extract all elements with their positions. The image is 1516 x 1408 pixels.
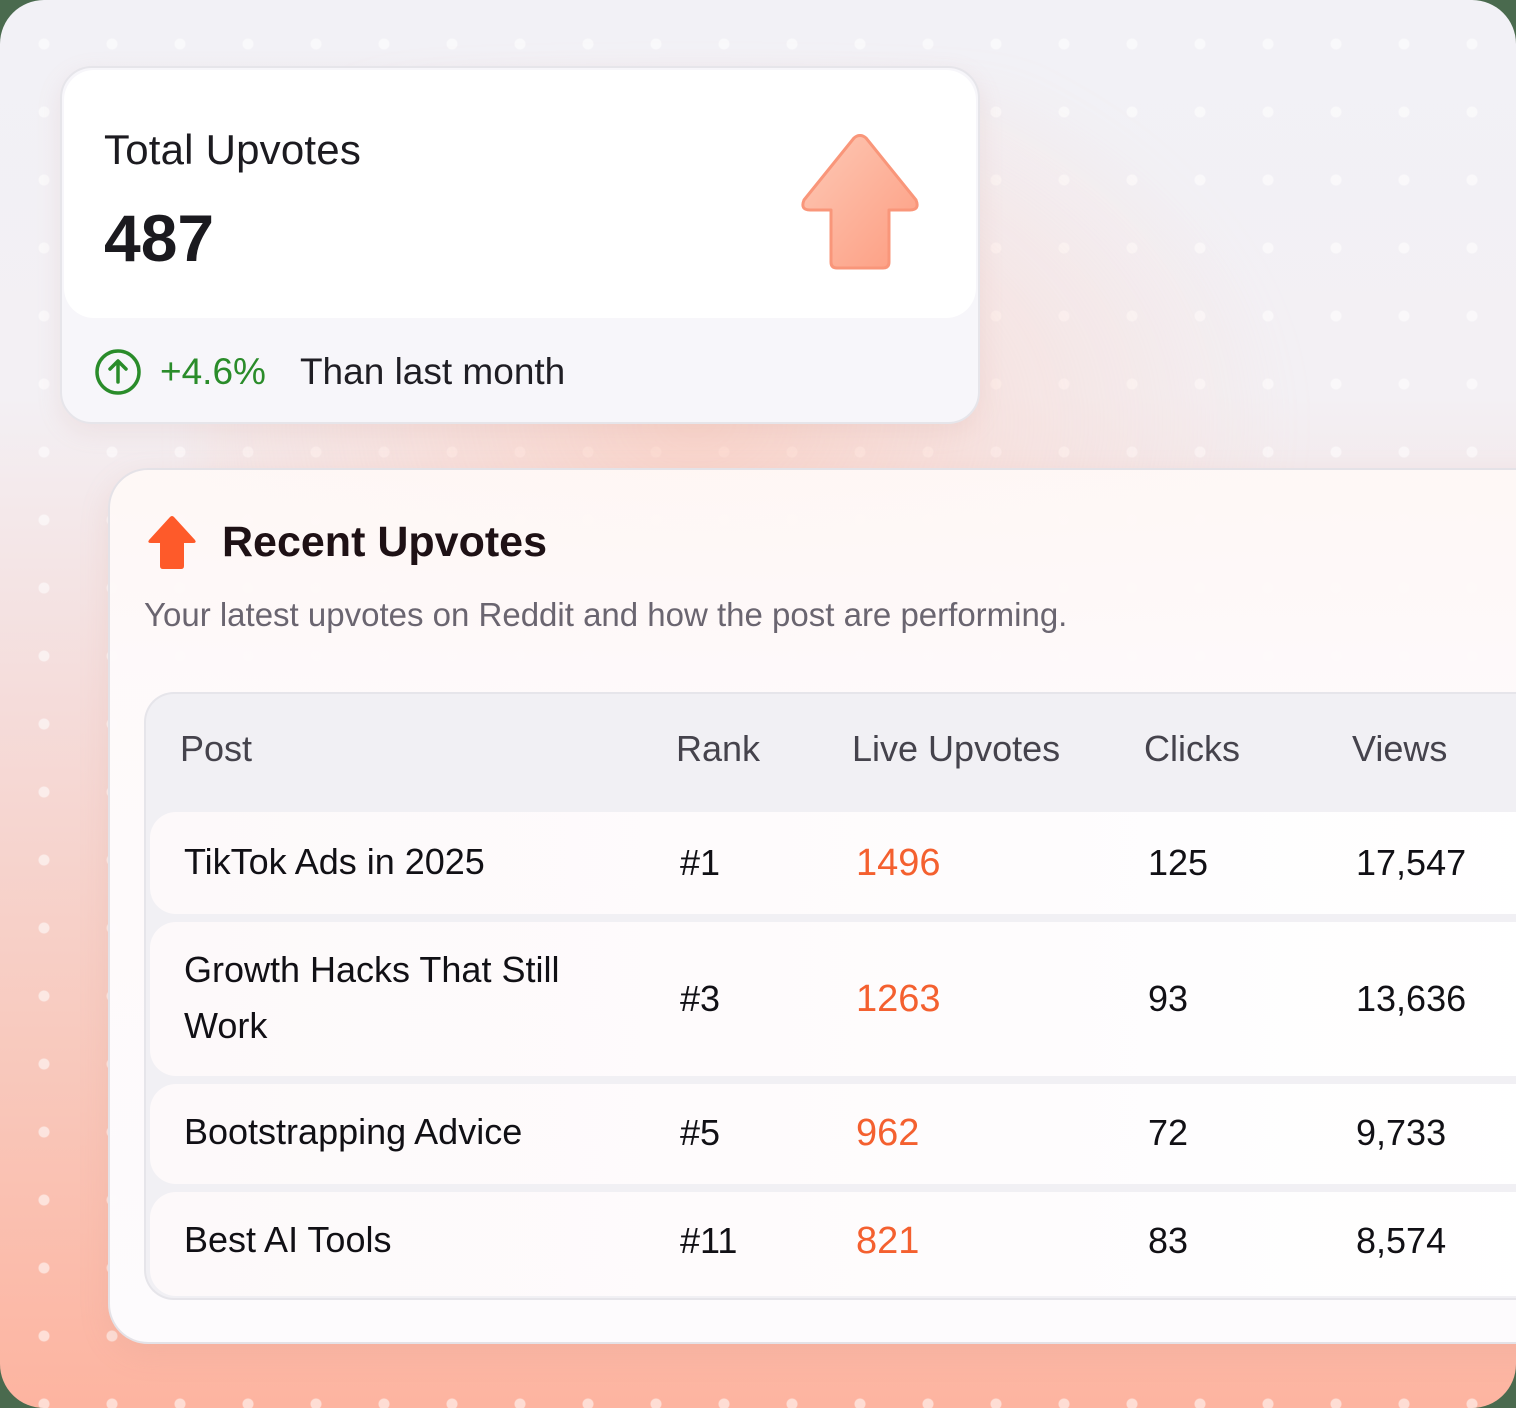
recent-upvotes-panel: Recent Upvotes Your latest upvotes on Re… <box>108 468 1516 1344</box>
post-title[interactable]: Best AI Tools <box>184 1219 392 1260</box>
clicks: 83 <box>1148 1220 1189 1261</box>
column-header-rank[interactable]: Rank <box>676 728 761 769</box>
post-title[interactable]: TikTok Ads in 2025 <box>184 841 485 882</box>
table-row[interactable]: Bootstrapping Advice #5 962 72 9,733 <box>150 1084 1516 1184</box>
trend-change: +4.6% <box>160 351 266 392</box>
clicks: 93 <box>1148 978 1189 1019</box>
stat-card-body: Total Upvotes 487 <box>64 70 976 318</box>
live-upvotes: 962 <box>856 1112 920 1154</box>
live-upvotes: 1263 <box>856 978 941 1020</box>
column-header-views[interactable]: Views <box>1352 728 1448 769</box>
upvote-arrow-icon <box>801 134 919 270</box>
upvote-arrow-icon <box>148 516 196 569</box>
post-rank: #11 <box>680 1220 738 1261</box>
stat-title: Total Upvotes <box>104 126 362 173</box>
views: 9,733 <box>1356 1112 1447 1153</box>
post-rank: #5 <box>680 1112 721 1153</box>
clicks: 72 <box>1148 1112 1189 1153</box>
upvotes-table: Post Rank Live Upvotes Clicks Views TikT… <box>144 692 1516 1300</box>
table-row[interactable]: TikTok Ads in 2025 #1 1496 125 17,547 <box>150 812 1516 914</box>
trend-row: +4.6% Than last month <box>94 344 565 400</box>
table-row[interactable]: Best AI Tools #11 821 83 8,574 <box>150 1192 1516 1296</box>
live-upvotes: 821 <box>856 1220 920 1262</box>
live-upvotes: 1496 <box>856 842 941 884</box>
post-title[interactable]: Bootstrapping Advice <box>184 1111 523 1152</box>
column-header-post[interactable]: Post <box>180 728 253 769</box>
column-header-clicks[interactable]: Clicks <box>1144 728 1240 769</box>
table-header: Post Rank Live Upvotes Clicks Views <box>146 694 1516 806</box>
panel-title: Recent Upvotes <box>222 517 547 566</box>
views: 13,636 <box>1356 978 1467 1019</box>
post-rank: #3 <box>680 978 721 1019</box>
post-rank: #1 <box>680 842 721 883</box>
column-header-live-upvotes[interactable]: Live Upvotes <box>852 728 1061 769</box>
panel-subtitle: Your latest upvotes on Reddit and how th… <box>144 596 1068 633</box>
stat-value: 487 <box>104 201 215 275</box>
views: 17,547 <box>1356 842 1467 883</box>
post-title[interactable]: Growth Hacks That Still Work <box>184 949 560 1046</box>
total-upvotes-card: Total Upvotes 487 +4.6% Than last month <box>60 66 980 424</box>
arrow-up-circle-icon <box>95 349 141 395</box>
views: 8,574 <box>1356 1220 1447 1261</box>
trend-label: Than last month <box>299 351 566 392</box>
table-row[interactable]: Growth Hacks That Still Work #3 1263 93 … <box>150 922 1516 1076</box>
panel-header: Recent Upvotes <box>146 514 547 570</box>
clicks: 125 <box>1148 842 1209 883</box>
